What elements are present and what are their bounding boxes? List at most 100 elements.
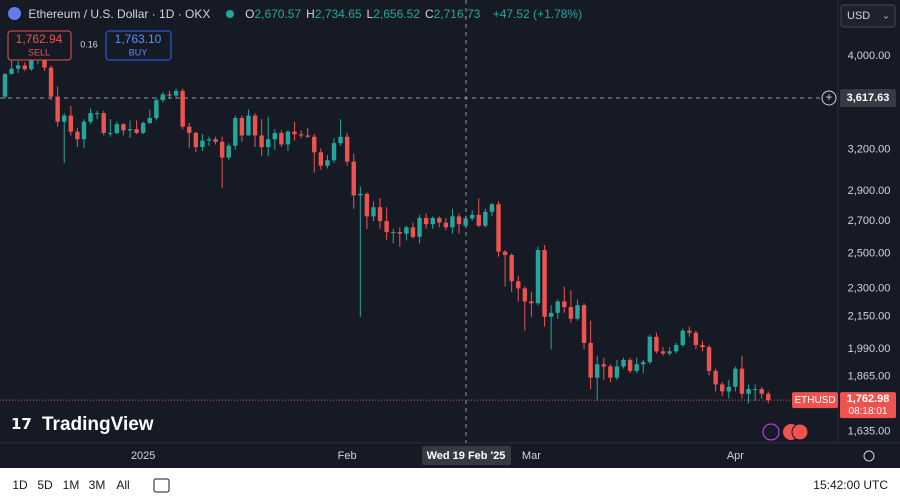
candle-body — [22, 65, 27, 70]
symbol-icon — [8, 7, 21, 20]
add-alert-button[interactable] — [821, 90, 837, 106]
candle-body — [272, 132, 277, 140]
candle-body — [450, 216, 455, 228]
last-price: 1,762.98 — [847, 393, 890, 405]
currency: USD — [847, 10, 870, 22]
candle-body — [75, 131, 80, 140]
event-icon[interactable] — [762, 423, 780, 441]
range-button[interactable]: All — [116, 478, 129, 492]
candle-body — [55, 96, 60, 122]
candle-body — [641, 362, 646, 365]
candle-body — [463, 218, 468, 226]
range-button[interactable]: 3M — [89, 478, 106, 492]
candle-body — [746, 389, 751, 394]
y-tick-label: 2,500.00 — [848, 247, 891, 259]
market-status — [225, 10, 234, 18]
candle-body — [700, 345, 705, 348]
countdown: 08:18:01 — [849, 406, 888, 417]
candle-body — [305, 135, 310, 137]
event-icon[interactable] — [791, 423, 809, 441]
candle-body — [42, 57, 47, 68]
candle-body — [2, 74, 8, 97]
candle-body — [752, 389, 758, 391]
candle-body — [331, 143, 337, 161]
candle-body — [134, 129, 139, 133]
dropdown-arrow: ⌄ — [882, 10, 890, 20]
candle-body — [364, 193, 370, 217]
candle-body — [344, 136, 350, 162]
sell-label: SELL — [28, 47, 50, 57]
candle-body — [713, 370, 718, 385]
symbol-tag-text: ETHUSD — [794, 395, 835, 406]
candle-body — [114, 124, 120, 133]
candle-body — [581, 305, 587, 343]
candle-body — [206, 139, 212, 141]
candle-body — [726, 386, 731, 392]
candle-body — [706, 347, 712, 371]
candle-body — [233, 118, 238, 146]
buy-price: 1,763.10 — [115, 32, 162, 46]
candle-body — [292, 131, 297, 135]
candle-body — [252, 115, 258, 136]
candle-body — [127, 129, 133, 131]
y-tick-label: 3,200.00 — [848, 144, 891, 156]
candle-body — [739, 368, 745, 394]
candle-body — [154, 100, 159, 119]
candle-body — [88, 113, 93, 122]
candle-body — [627, 359, 633, 371]
candle-body — [456, 216, 462, 225]
range-button[interactable]: 1D — [12, 478, 28, 492]
candle-body — [759, 389, 764, 394]
y-tick-label: 1,865.00 — [848, 370, 891, 382]
candle-body — [522, 288, 528, 302]
x-tick-label: 2025 — [131, 450, 155, 462]
candle-body — [673, 345, 679, 352]
settings-icon[interactable] — [863, 450, 875, 462]
change: +47.52 (+1.78%) — [492, 7, 583, 21]
candle-body — [81, 121, 87, 140]
candle-body — [312, 136, 317, 153]
candle-body — [502, 251, 508, 256]
sell-button[interactable] — [7, 30, 72, 61]
candle-body — [601, 364, 606, 367]
candle-body — [167, 94, 172, 96]
candle-body — [575, 305, 580, 319]
candle-body — [213, 139, 218, 142]
candle-body — [443, 222, 449, 228]
symbol-title: Ethereum / U.S. Dollar · 1D · OKX — [28, 7, 211, 21]
candle-body — [733, 368, 738, 387]
candle-body — [568, 307, 574, 319]
chart-background — [0, 0, 900, 468]
candle-body — [535, 250, 541, 304]
range-button[interactable]: 1M — [63, 478, 80, 492]
candle-body — [259, 135, 264, 148]
candle-body — [693, 332, 699, 346]
y-tick-label: 1,635.00 — [848, 426, 891, 438]
brand: TradingView — [42, 414, 154, 435]
candle-body — [423, 217, 429, 225]
ohlc-key: O — [245, 7, 255, 21]
range-button[interactable]: 5D — [37, 478, 53, 492]
candle-body — [173, 90, 179, 96]
candle-body — [140, 122, 146, 133]
candle-body — [720, 384, 725, 392]
candle-body — [469, 214, 475, 219]
candle-body — [680, 330, 685, 346]
candle-body — [318, 152, 324, 166]
buy-button[interactable] — [105, 30, 172, 61]
currency-select[interactable] — [840, 4, 896, 28]
candle-body — [667, 351, 672, 354]
candle-body — [404, 227, 409, 234]
candle-body — [489, 204, 495, 212]
candle-body — [371, 207, 376, 217]
x-tick-label: Apr — [727, 450, 744, 462]
symbol-header: Ethereum / U.S. Dollar · 1D · OKX O2,670… — [8, 7, 586, 21]
candle-body — [219, 141, 225, 158]
date-range-icon[interactable] — [153, 478, 170, 493]
candle-body — [279, 132, 284, 145]
candle-body — [562, 301, 567, 308]
candle-body — [180, 90, 185, 127]
candle-body — [766, 393, 771, 401]
